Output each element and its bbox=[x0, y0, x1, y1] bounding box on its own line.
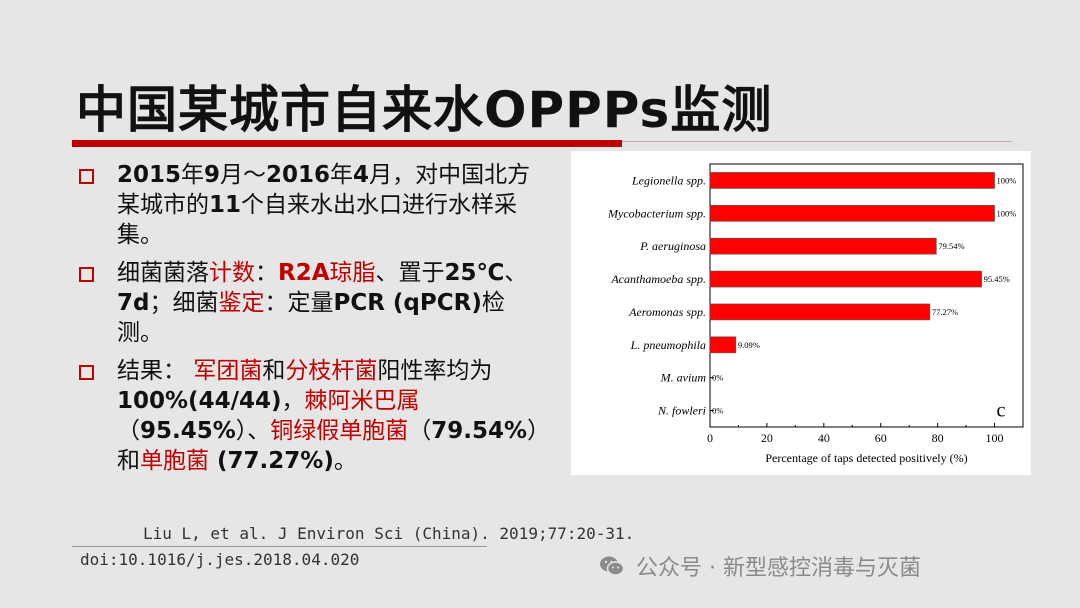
bullet-box-icon bbox=[79, 365, 94, 380]
bar bbox=[709, 237, 937, 255]
bullet-text: ：定量 bbox=[264, 290, 334, 316]
bar bbox=[709, 270, 982, 288]
watermark: 公众号 · 新型感控消毒与灭菌 bbox=[598, 551, 921, 581]
bullet-text: ： bbox=[255, 260, 278, 286]
bar bbox=[709, 303, 931, 321]
category-label: Mycobacterium spp. bbox=[607, 206, 706, 220]
category-label: Acanthamoeba spp. bbox=[610, 272, 706, 286]
bullet-box-icon bbox=[79, 169, 94, 184]
bullet-text: 计数 bbox=[209, 260, 255, 286]
bullet-text: 检测。 bbox=[117, 290, 505, 346]
bullet-text: 79.54% bbox=[431, 418, 528, 444]
bullet-text: 和 bbox=[262, 358, 286, 384]
bar-value-label: 100% bbox=[997, 175, 1017, 185]
bullet-text: 琼脂 bbox=[329, 260, 376, 286]
bullet-text: (77.27%) bbox=[209, 448, 334, 474]
wechat-icon bbox=[600, 556, 625, 576]
bullet-text: ；细菌 bbox=[149, 290, 219, 316]
bullet-item: 结果： 军团菌和分枝杆菌阳性率均为100%(44/44)，棘阿米巴属（95.45… bbox=[76, 356, 546, 476]
title-rule-thin bbox=[622, 141, 1012, 142]
category-label: Aeromonas spp. bbox=[628, 305, 706, 319]
bullet-text: 月～ bbox=[220, 162, 267, 188]
plot-frame bbox=[709, 163, 1024, 428]
bullet-text: 月，对中国北方某城市的 bbox=[117, 162, 531, 218]
bullet-text: 25℃ bbox=[444, 260, 505, 286]
bullet-text: ）和 bbox=[117, 418, 539, 474]
x-tick-label: 100 bbox=[986, 431, 1004, 445]
bullet-text: 7d bbox=[117, 290, 150, 316]
watermark-text: 公众号 · 新型感控消毒与灭菌 bbox=[636, 556, 921, 581]
bar bbox=[709, 336, 737, 354]
bar-value-label: 100% bbox=[997, 208, 1017, 218]
title-underline bbox=[72, 140, 622, 147]
bullet-text: 100%(44/44) bbox=[117, 388, 282, 414]
bar-value-label: 77.27% bbox=[932, 307, 958, 317]
bullet-text: 个自来水出水口进行水样采集。 bbox=[117, 192, 518, 248]
bar-value-label: 0% bbox=[712, 406, 723, 416]
x-tick-label: 80 bbox=[932, 431, 944, 445]
x-tick-label: 60 bbox=[875, 431, 887, 445]
bullet-text: 2016 bbox=[266, 162, 331, 188]
bar-chart-figure: Legionella spp. 100% Mycobacterium spp. 100… bbox=[571, 151, 1031, 475]
x-tick-label: 0 bbox=[707, 431, 713, 445]
slide-title: 中国某城市自来水OPPPs监测 bbox=[76, 81, 773, 139]
bar-value-label: 9.09% bbox=[738, 340, 760, 350]
bar-value-label: 79.54% bbox=[938, 241, 964, 251]
citation-doi: doi:10.1016/j.jes.2018.04.020 bbox=[80, 550, 360, 569]
bullet-text: 结果： bbox=[117, 358, 194, 384]
x-tick-label: 40 bbox=[818, 431, 830, 445]
bullet-text: 、 bbox=[504, 260, 528, 286]
bullet-item: 2015年9月～2016年4月，对中国北方某城市的11个自来水出水口进行水样采集… bbox=[76, 160, 546, 250]
bullet-text: ， bbox=[281, 388, 305, 414]
category-label: L. pneumophila bbox=[630, 338, 706, 352]
bullet-text: ）、 bbox=[235, 418, 271, 444]
bullet-text: 4 bbox=[353, 162, 370, 188]
bullet-item: 细菌菌落计数：R2A琼脂、置于25℃、 7d；细菌鉴定：定量PCR (qPCR)检… bbox=[76, 258, 546, 348]
bullet-text: 细菌菌落 bbox=[117, 260, 209, 286]
bullet-text: 。 bbox=[333, 448, 357, 474]
x-axis-label: Percentage of taps detected positively (… bbox=[765, 451, 967, 465]
panel-label: c bbox=[997, 400, 1006, 422]
bullet-text: 11 bbox=[209, 192, 242, 218]
bar bbox=[709, 172, 995, 189]
citation-divider bbox=[72, 546, 487, 547]
category-label: Legionella spp. bbox=[631, 173, 706, 187]
bullet-text: 2015 bbox=[117, 162, 182, 188]
bullet-box-icon bbox=[79, 267, 94, 282]
bullet-text: 军团菌 bbox=[193, 358, 263, 384]
bullet-list: 2015年9月～2016年4月，对中国北方某城市的11个自来水出水口进行水样采集… bbox=[76, 160, 546, 484]
bullet-text: 鉴定 bbox=[218, 290, 265, 316]
bullet-text: 年 bbox=[330, 162, 354, 188]
bullet-text: 9 bbox=[204, 162, 221, 188]
bullet-text: 铜绿假单胞菌 bbox=[270, 418, 409, 444]
bar-value-label: 95.45% bbox=[984, 274, 1010, 284]
bullet-text: 棘阿米巴属 bbox=[304, 388, 420, 414]
bullet-text: 阳性率均为 bbox=[377, 358, 493, 384]
category-label: P. aeruginosa bbox=[639, 239, 706, 253]
bullet-text: 、置于 bbox=[375, 260, 445, 286]
bullet-text: 95.45% bbox=[140, 418, 236, 444]
bar-value-label: 0% bbox=[712, 373, 723, 383]
bullet-text: 分枝杆菌 bbox=[285, 358, 378, 384]
bar-chart: Legionella spp. 100% Mycobacterium spp. 100… bbox=[607, 163, 1024, 465]
category-label: M. avium bbox=[660, 371, 707, 385]
bullet-text: （ bbox=[117, 418, 140, 444]
bullet-text: PCR (qPCR) bbox=[333, 290, 482, 316]
bullet-text: 年 bbox=[181, 162, 205, 188]
x-tick-label: 20 bbox=[761, 431, 773, 445]
bullet-text: 单胞菌 bbox=[140, 448, 209, 474]
category-label: N. fowleri bbox=[657, 404, 706, 418]
bar bbox=[709, 205, 995, 222]
bullet-text: R2A bbox=[278, 260, 330, 286]
citation-line1: Liu L, et al. J Environ Sci (China). 201… bbox=[143, 524, 635, 543]
bullet-text: （ bbox=[408, 418, 432, 444]
